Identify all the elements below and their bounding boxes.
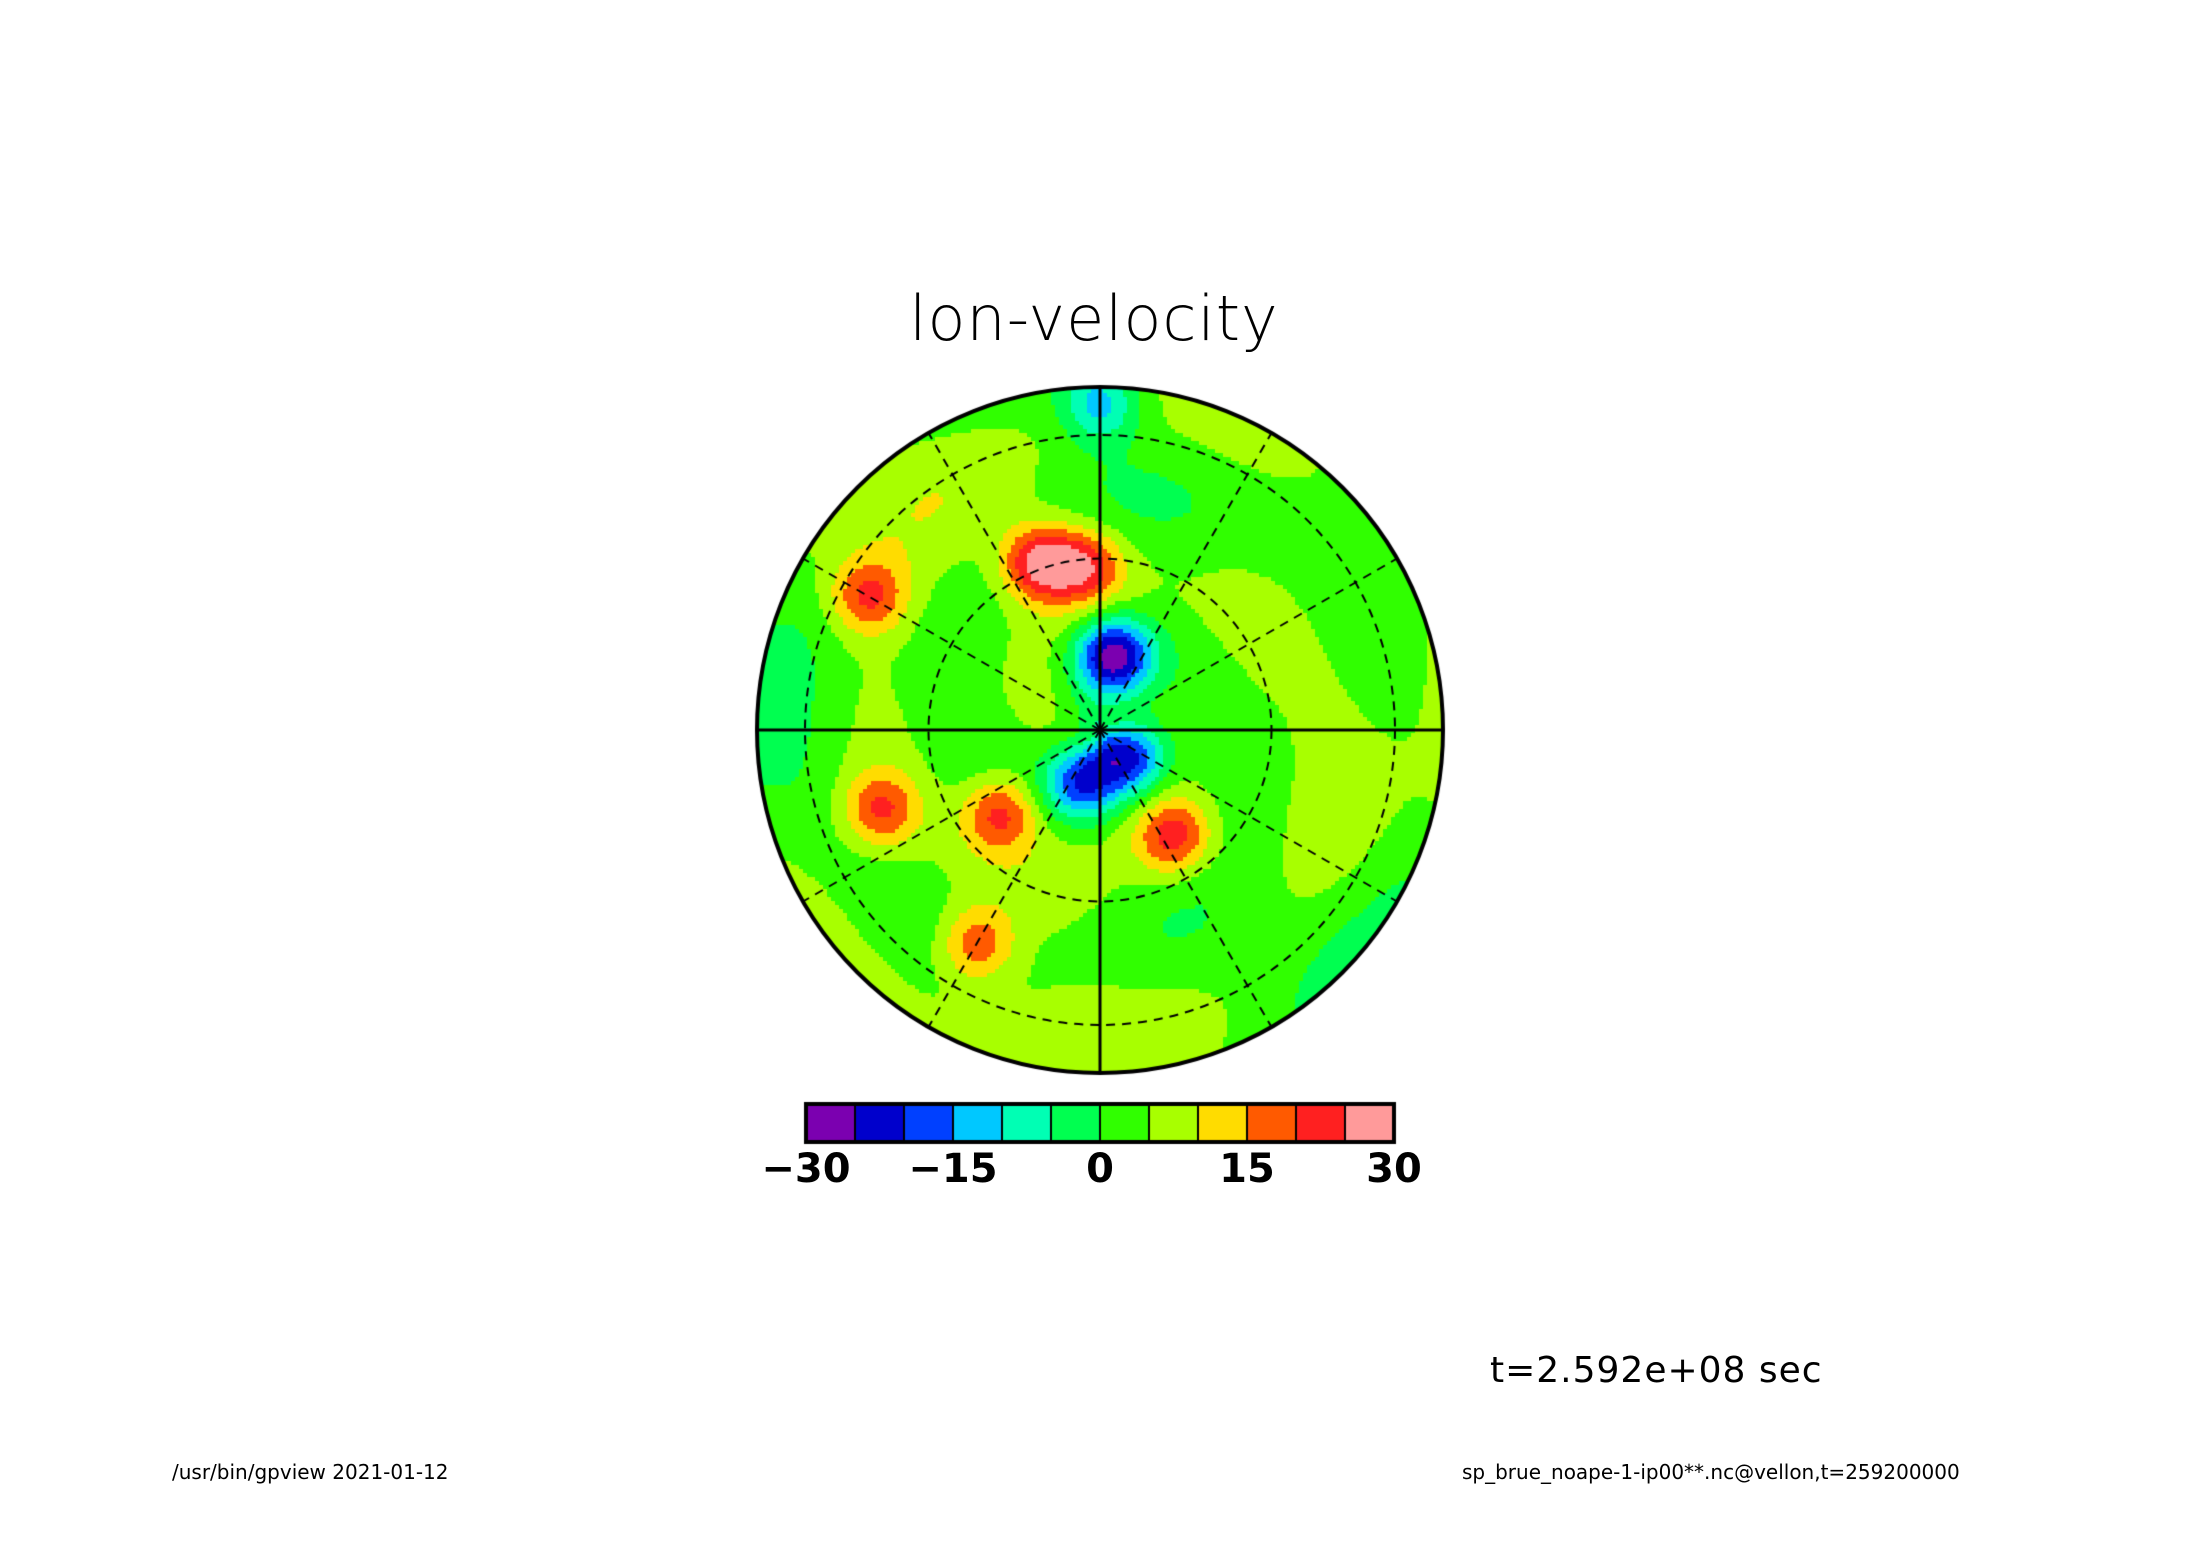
colorbar-tick-label: −15 — [908, 1146, 998, 1192]
colorbar-tick-label: 15 — [1219, 1146, 1275, 1192]
chart-title: lon-velocity — [909, 282, 1279, 355]
time-label: t=2.592e+08 sec — [1490, 1350, 1823, 1391]
footer-right: sp_brue_noape-1-ip00**.nc@vellon,t=25920… — [1462, 1460, 1960, 1484]
colorbar-tick-label: 0 — [1086, 1146, 1114, 1192]
colorbar-tick-label: −30 — [761, 1146, 851, 1192]
footer-left: /usr/bin/gpview 2021-01-12 — [172, 1460, 449, 1484]
colorbar-tick-label: 30 — [1366, 1146, 1422, 1192]
